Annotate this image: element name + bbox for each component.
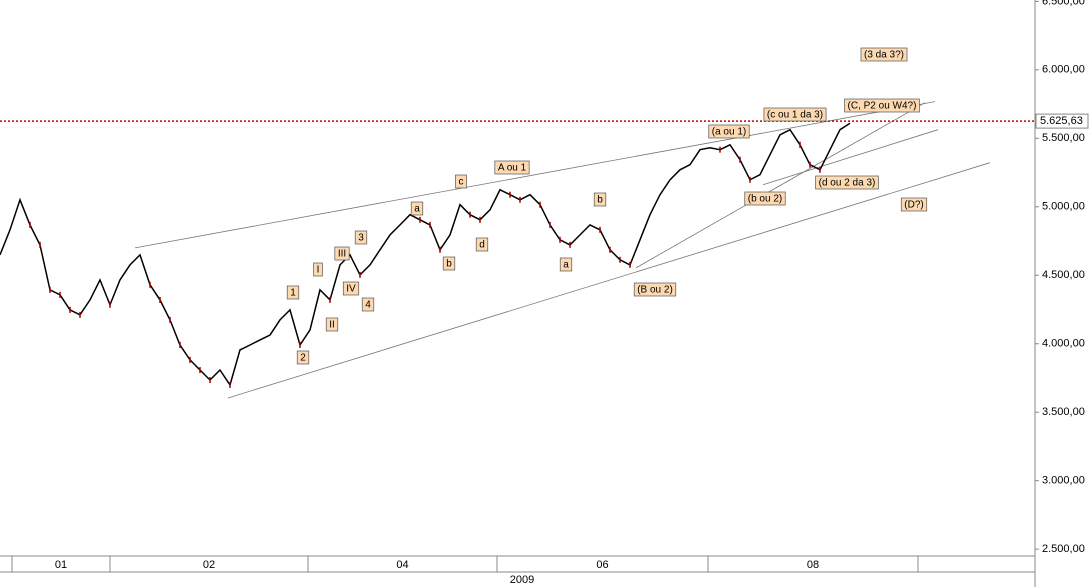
wave-label: b xyxy=(593,192,607,207)
wave-label-box xyxy=(900,197,928,212)
last-price-box xyxy=(1035,113,1089,129)
wave-label-box xyxy=(313,262,323,277)
wave-label-text: IV xyxy=(346,284,356,295)
wave-label-text: (c ou 1 da 3) xyxy=(767,110,823,121)
wave-label: I xyxy=(313,262,323,277)
wave-label: (c ou 1 da 3) xyxy=(763,107,827,122)
wave-label: (3 da 3?) xyxy=(860,47,908,62)
y-tick-label: 3.000,00 xyxy=(1042,475,1085,487)
month-label: 02 xyxy=(203,559,215,571)
wave-label-box xyxy=(361,297,375,312)
wave-label-box xyxy=(296,350,310,365)
wave-label-text: (C, P2 ou W4?) xyxy=(848,101,917,112)
month-label: 01 xyxy=(55,559,67,571)
last-price-label: 5.625,63 xyxy=(1040,115,1083,127)
trendline xyxy=(635,102,926,269)
month-label: 06 xyxy=(596,559,608,571)
trendline xyxy=(227,162,991,399)
wave-label: 4 xyxy=(361,297,375,312)
wave-label: IV xyxy=(342,281,360,296)
wave-label: (a ou 1) xyxy=(708,124,750,139)
y-tick-label: 4.000,00 xyxy=(1042,338,1085,350)
wave-label-text: II xyxy=(329,320,335,331)
price-line xyxy=(0,122,851,387)
wave-label-text: 4 xyxy=(365,300,371,311)
wave-label-box xyxy=(442,256,456,271)
wave-label-text: d xyxy=(479,240,485,251)
wave-label-box xyxy=(475,237,489,252)
wave-label-box xyxy=(815,175,879,190)
wave-label-box xyxy=(559,257,573,272)
wave-label-box xyxy=(763,107,827,122)
wave-label-box xyxy=(860,47,908,62)
wave-label-box xyxy=(593,192,607,207)
y-tick-label: 5.000,00 xyxy=(1042,201,1085,213)
wave-label-text: (d ou 2 da 3) xyxy=(819,178,876,189)
wave-label-text: b xyxy=(446,259,452,270)
trendline xyxy=(134,101,936,249)
y-tick-label: 4.500,00 xyxy=(1042,269,1085,281)
wave-label: a xyxy=(559,257,573,272)
wave-label-box xyxy=(325,317,339,332)
y-tick-label: 3.500,00 xyxy=(1042,406,1085,418)
y-tick-label: 6.500,00 xyxy=(1042,0,1085,7)
y-tick-label: 5.500,00 xyxy=(1042,132,1085,144)
wave-label-box xyxy=(455,174,467,189)
wave-label-text: (b ou 2) xyxy=(748,194,782,205)
wave-label: III xyxy=(334,246,350,261)
month-label: 08 xyxy=(807,559,819,571)
wave-label-box xyxy=(286,285,300,300)
wave-label-box xyxy=(342,281,360,296)
wave-label-text: 1 xyxy=(290,288,296,299)
wave-label-text: c xyxy=(459,177,464,188)
wave-label: A ou 1 xyxy=(494,160,530,175)
wave-label: (b ou 2) xyxy=(744,191,786,206)
wave-label: c xyxy=(455,174,467,189)
wave-label-text: III xyxy=(338,249,346,260)
trendline xyxy=(762,129,939,186)
wave-label-text: (a ou 1) xyxy=(712,127,746,138)
wave-label: 2 xyxy=(296,350,310,365)
wave-label-text: 3 xyxy=(358,233,364,244)
wave-label-box xyxy=(494,160,530,175)
wave-label-box xyxy=(744,191,786,206)
wave-label-text: (B ou 2) xyxy=(637,285,673,296)
wave-label-box xyxy=(334,246,350,261)
wave-label-box xyxy=(633,282,677,297)
wave-label-text: a xyxy=(414,204,420,215)
wave-label-box xyxy=(354,230,368,245)
wave-label: 1 xyxy=(286,285,300,300)
wave-label-text: a xyxy=(563,260,569,271)
wave-label: d xyxy=(475,237,489,252)
wave-label: (C, P2 ou W4?) xyxy=(844,98,920,113)
wave-label: b xyxy=(442,256,456,271)
wave-label-box xyxy=(410,201,424,216)
wave-label-text: (D?) xyxy=(904,200,923,211)
wave-label-text: A ou 1 xyxy=(498,163,527,174)
wave-label: II xyxy=(325,317,339,332)
month-label: 04 xyxy=(396,559,408,571)
wave-label-text: 2 xyxy=(300,353,306,364)
y-tick-label: 2.500,00 xyxy=(1042,543,1085,555)
wave-label-box xyxy=(844,98,920,113)
wave-label: 3 xyxy=(354,230,368,245)
wave-label-box xyxy=(708,124,750,139)
wave-label-text: b xyxy=(597,195,603,206)
wave-label: (d ou 2 da 3) xyxy=(815,175,879,190)
wave-label: (D?) xyxy=(900,197,928,212)
wave-label-text: (3 da 3?) xyxy=(864,50,904,61)
wave-label: a xyxy=(410,201,424,216)
year-label: 2009 xyxy=(510,574,534,586)
wave-label-text: I xyxy=(317,265,320,276)
wave-label: (B ou 2) xyxy=(633,282,677,297)
y-tick-label: 6.000,00 xyxy=(1042,64,1085,76)
